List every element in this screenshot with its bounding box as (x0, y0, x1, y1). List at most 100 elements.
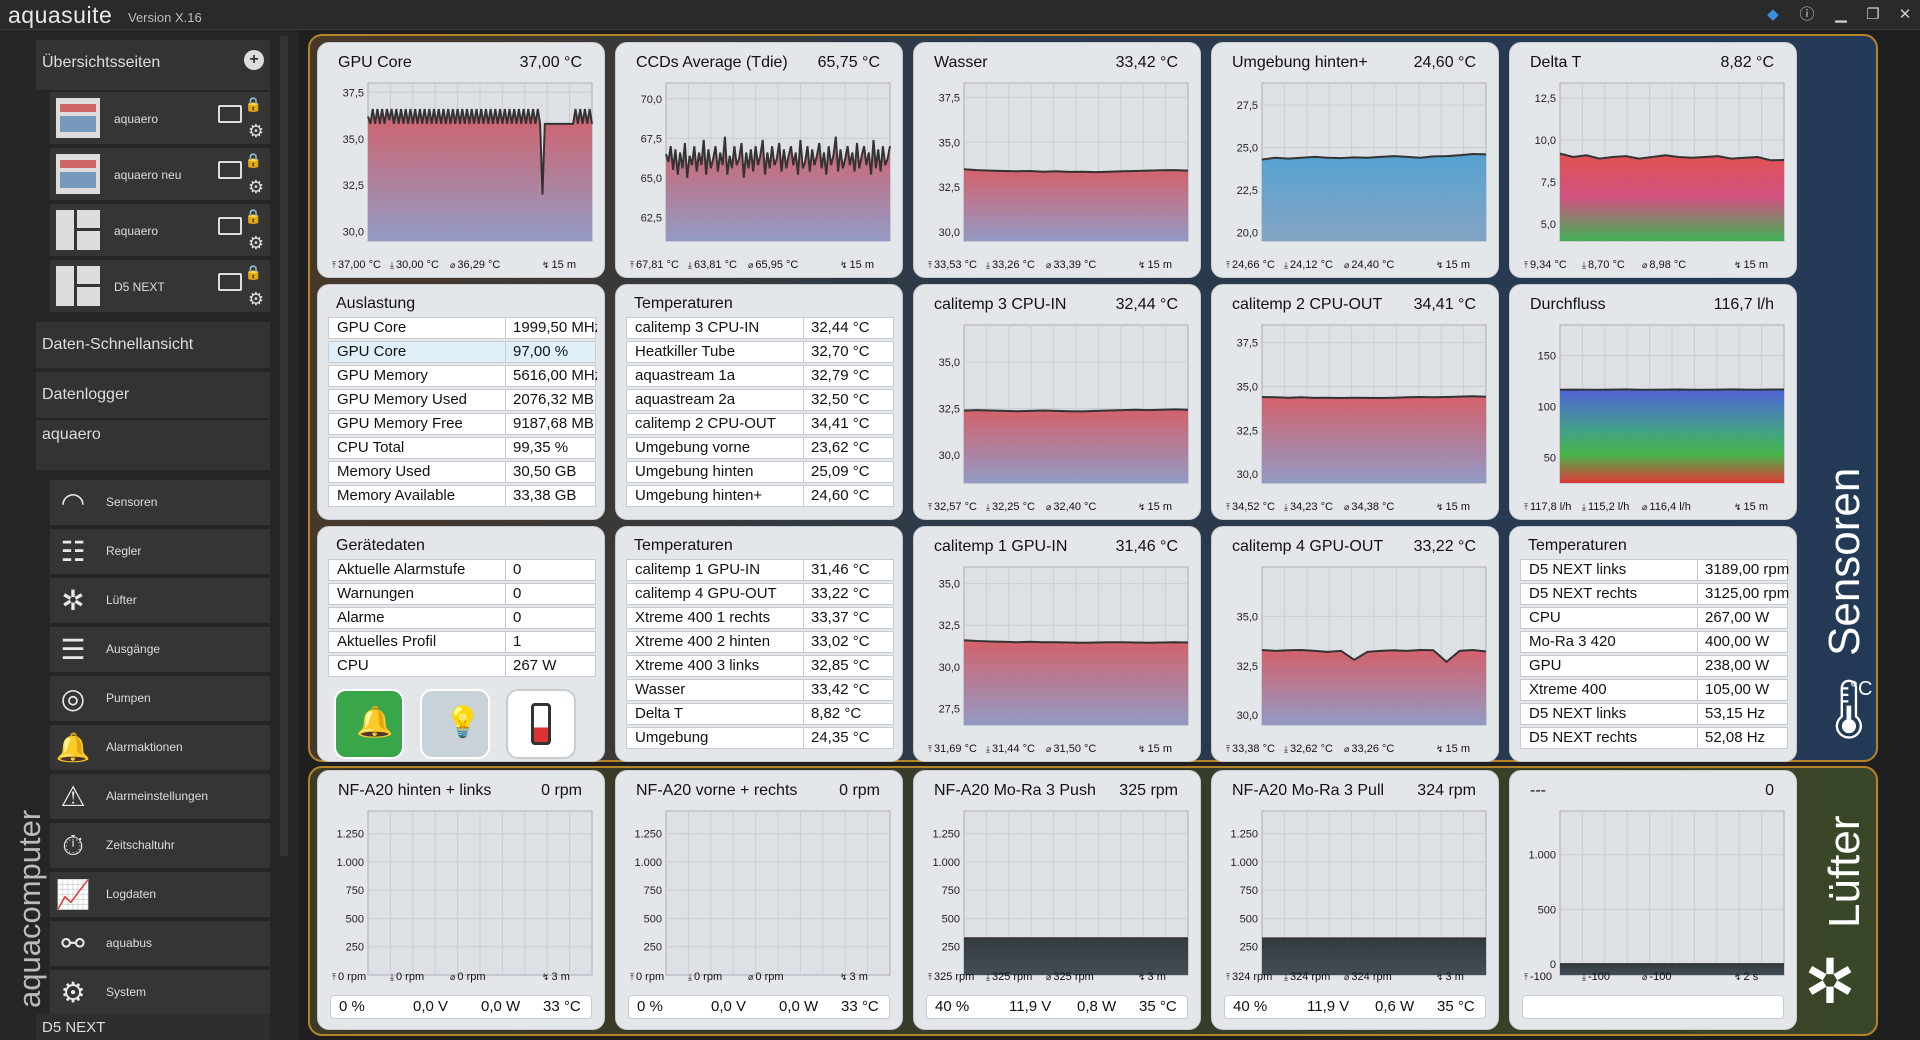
nav-lüfter[interactable]: ✲ Lüfter (50, 578, 270, 623)
lock-icon[interactable]: 🔒 (244, 264, 262, 280)
sensor-tile[interactable]: NF-A20 Mo-Ra 3 Push 325 rpm 1.250 1.000 750 5… (913, 770, 1201, 1030)
monitor-icon[interactable] (218, 217, 242, 235)
sensor-tile[interactable]: calitemp 1 GPU-IN 31,46 °C 35,0 32,5 30,0 27,… (913, 526, 1201, 762)
row-key: Mo-Ra 3 420 (1529, 633, 1616, 650)
restore-icon[interactable]: ❐ (1866, 6, 1880, 23)
datalogger-section[interactable]: Datenlogger (36, 372, 270, 418)
lock-icon[interactable]: 🔒 (244, 152, 262, 168)
sensor-tile[interactable]: NF-A20 Mo-Ra 3 Pull 324 rpm 1.250 1.000 750 5… (1211, 770, 1499, 1030)
gear-icon[interactable]: ⚙ (247, 233, 264, 253)
close-icon[interactable]: ✕ (1898, 6, 1912, 23)
lock-icon[interactable]: 🔒 (244, 96, 262, 112)
sensor-tile[interactable]: GPU Core 37,00 °C 37,5 35,0 32,5 30,0 ⤒ 37,00 °… (317, 42, 605, 278)
chart-svg: 35,0 32,5 30,0 27,5 (939, 566, 1189, 726)
y-tick-label: 70,0 (641, 94, 662, 106)
gear-icon[interactable]: ⚙ (247, 289, 264, 309)
stat-value: 34,23 °C (1289, 501, 1333, 513)
monitor-icon[interactable] (218, 273, 242, 291)
stat-item: ↯ 15 m (1436, 259, 1470, 271)
monitor-icon[interactable] (218, 161, 242, 179)
overview-header[interactable]: Übersichtsseiten + (36, 40, 270, 90)
stat-item: ⤒ 32,57 °C (928, 501, 977, 513)
sensor-tile[interactable]: NF-A20 hinten + links 0 rpm 1.250 1.000 750 5… (317, 770, 605, 1030)
nav-label: Sensoren (106, 495, 158, 509)
alarm-bell-button[interactable]: 🔔 (334, 689, 404, 759)
nav-system[interactable]: ⚙ System (50, 970, 270, 1015)
datalogger-label: Datenlogger (42, 386, 130, 403)
row-divider (803, 342, 804, 362)
fan-footer-value: 40 % (935, 998, 970, 1015)
sidebar-scrollbar[interactable] (280, 36, 288, 856)
stat-icon: ⤒ (332, 972, 336, 982)
row-divider (505, 584, 506, 604)
row-divider (1697, 680, 1698, 700)
nav-aquabus[interactable]: ⚯ aquabus (50, 921, 270, 966)
sensor-tile[interactable]: Delta T 8,82 °C 12,5 10,0 7,5 5,0 ⤒ 9,34 °C ⤓ 8,7… (1509, 42, 1797, 278)
y-tick-label: 22,5 (1237, 185, 1258, 197)
info-icon[interactable]: ⓘ (1799, 6, 1815, 23)
sensor-tile[interactable]: Umgebung hinten+ 24,60 °C 27,5 25,0 22,5 20,0… (1211, 42, 1499, 278)
y-tick-label: 500 (346, 913, 364, 925)
stat-value: -100 (1649, 971, 1672, 983)
overview-item[interactable]: aquaero 🔒 ⚙ (50, 92, 270, 144)
nav-sensoren[interactable]: ◠ Sensoren (50, 480, 270, 525)
quickview-section[interactable]: Daten-Schnellansicht (36, 322, 270, 368)
row-key: Memory Used (337, 463, 431, 480)
sensor-tile[interactable]: Wasser 33,42 °C 37,5 35,0 32,5 30,0 ⤒ 33,53 °C ⤓… (913, 42, 1201, 278)
sensor-tile[interactable]: CCDs Average (Tdie) 65,75 °C 70,0 67,5 65,0 6… (615, 42, 903, 278)
gear-icon[interactable]: ⚙ (247, 177, 264, 197)
overview-item[interactable]: D5 NEXT 🔒 ⚙ (50, 260, 270, 312)
sensor-tile[interactable]: --- 0 1.000 500 0 ⤒ -100 ⤓ -100 ⌀ -100 ↯ 2 s (1509, 770, 1797, 1030)
data-table-tile[interactable]: Temperaturen D5 NEXT links 3189,00 rpm D5 N… (1509, 526, 1797, 762)
series-line (963, 639, 1189, 644)
nav-zeitschaltuhr[interactable]: ⏱ Zeitschaltuhr (50, 823, 270, 868)
nav-pumpen[interactable]: ◎ Pumpen (50, 676, 270, 721)
add-page-icon[interactable]: + (244, 50, 264, 70)
sensor-tile[interactable]: calitemp 3 CPU-IN 32,44 °C 35,0 32,5 30,0 ⤒ 32… (913, 284, 1201, 520)
overview-item[interactable]: aquaero 🔒 ⚙ (50, 204, 270, 256)
tile-value: 65,75 °C (817, 54, 880, 71)
sensor-tile[interactable]: NF-A20 vorne + rechts 0 rpm 1.250 1.000 750 5… (615, 770, 903, 1030)
nav-alarmaktionen[interactable]: 🔔 Alarmaktionen (50, 725, 270, 770)
data-table-tile[interactable]: Auslastung GPU Core 1999,50 MHz GPU Core 97,… (317, 284, 605, 520)
fan-footer: 0 % 0,0 V 0,0 W 33 °C (628, 995, 890, 1019)
stat-icon: ⌀ (1046, 972, 1052, 982)
nav-logdaten[interactable]: 📈 Logdaten (50, 872, 270, 917)
data-table-tile[interactable]: Gerätedaten Aktuelle Alarmstufe 0 Warnungen… (317, 526, 605, 762)
chart-stats: ⤒ -100 ⤓ -100 ⌀ -100 ↯ 2 s (1524, 971, 1784, 985)
chart-svg: 1.250 1.000 750 500 250 (336, 810, 593, 976)
nav-alarmeinstellungen[interactable]: ⚠ Alarmeinstellungen (50, 774, 270, 819)
sensor-tile[interactable]: Durchfluss 116,7 l/h 150 100 50 ⤒ 117,8 l/h ⤓ 11… (1509, 284, 1797, 520)
stat-value: 32,40 °C (1053, 501, 1097, 513)
gear-icon[interactable]: ⚙ (247, 121, 264, 141)
series-area (964, 409, 1188, 483)
stat-icon: ⌀ (1642, 972, 1648, 982)
sidebar-footer[interactable]: D5 NEXT (36, 1014, 270, 1040)
table-row: calitemp 4 GPU-OUT 33,22 °C (626, 583, 894, 605)
device-section[interactable]: aquaero (36, 420, 270, 470)
table-row: GPU Memory Used 2076,32 MB (328, 389, 596, 411)
nav-ausgänge[interactable]: ☰ Ausgänge (50, 627, 270, 672)
stat-value: 8,98 °C (1649, 259, 1687, 271)
minimize-icon[interactable]: ▁ (1835, 6, 1847, 23)
sensor-tile[interactable]: calitemp 2 CPU-OUT 34,41 °C 37,5 35,0 32,5 30… (1211, 284, 1499, 520)
series-line (1261, 152, 1487, 161)
stat-value: 15 m (1147, 259, 1173, 271)
data-table-tile[interactable]: Temperaturen calitemp 3 CPU-IN 32,44 °C Hea… (615, 284, 903, 520)
device-button[interactable] (506, 689, 576, 759)
overview-item-label: D5 NEXT (114, 280, 165, 294)
lock-icon[interactable]: 🔒 (244, 208, 262, 224)
row-key: CPU Total (337, 439, 405, 456)
page-thumbnail-icon (56, 266, 100, 306)
sensor-tile[interactable]: calitemp 4 GPU-OUT 33,22 °C 35,0 32,5 30,0 ⤒ 3… (1211, 526, 1499, 762)
stat-value: 31,50 °C (1053, 743, 1097, 755)
series-line (1559, 152, 1785, 162)
table-row: CPU 267 W (328, 655, 596, 677)
nav-regler[interactable]: ☷ Regler (50, 529, 270, 574)
y-tick-label: 37,5 (343, 87, 364, 99)
layers-icon[interactable]: ◆ (1767, 6, 1779, 23)
monitor-icon[interactable] (218, 105, 242, 123)
light-button[interactable]: 💡 (420, 689, 490, 759)
data-table-tile[interactable]: Temperaturen calitemp 1 GPU-IN 31,46 °C cal… (615, 526, 903, 762)
overview-item[interactable]: aquaero neu 🔒 ⚙ (50, 148, 270, 200)
